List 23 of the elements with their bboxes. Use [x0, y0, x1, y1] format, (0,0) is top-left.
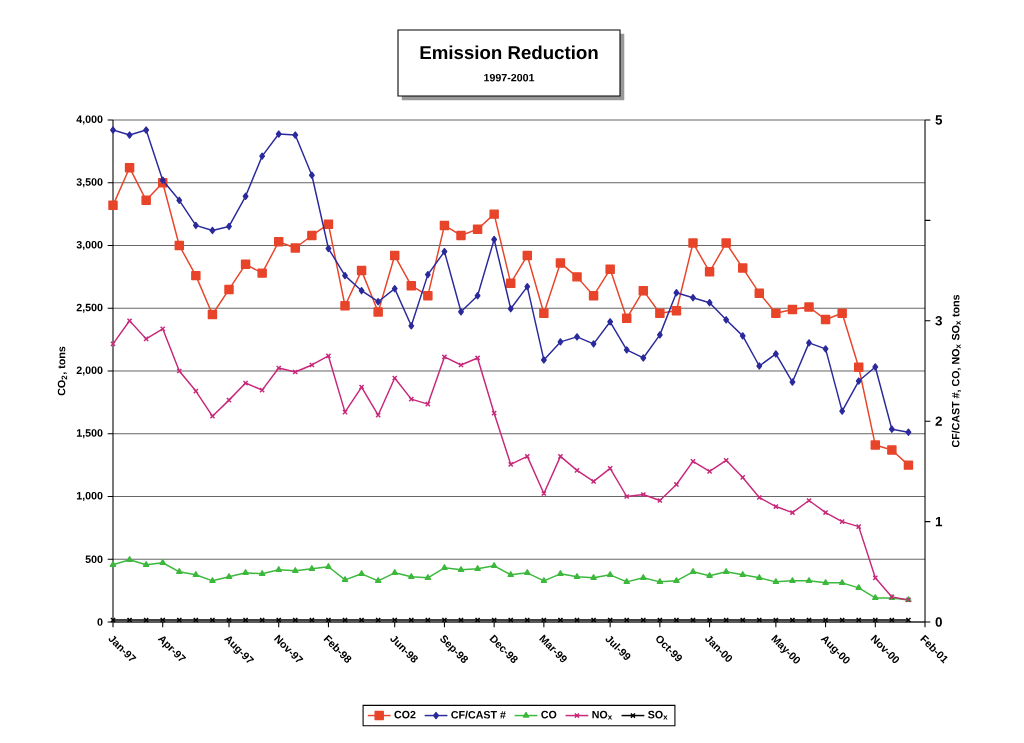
y-tick-label: 2,500 — [76, 303, 103, 313]
y-tick-label: 1,000 — [76, 491, 103, 502]
chart-title: Emission Reduction — [420, 45, 598, 60]
y2-tick-label: 1 — [935, 517, 943, 527]
legend-label: CO — [541, 710, 557, 719]
y2-tick-label: 0 — [935, 617, 942, 627]
y-tick-label: 500 — [85, 555, 103, 564]
legend-label: NO$_{x}$ — [592, 710, 613, 720]
y2-tick-label: 5 — [935, 115, 943, 125]
y-tick-label: 3,000 — [76, 240, 103, 251]
y-axis-title: CO$_{2}$, tons — [57, 346, 68, 396]
chart-subtitle: 1997-2001 — [484, 73, 535, 82]
y-tick-label: 4,000 — [76, 115, 103, 125]
legend-label: CF/CAST # — [451, 710, 506, 719]
y-tick-label: 0 — [97, 618, 103, 626]
y-tick-label: 1,500 — [76, 429, 103, 439]
legend-label: SO$_{x}$ — [648, 710, 668, 720]
y2-axis-title: CF/CAST #, CO, NO$_{x}$ SO$_{x}$ tons — [951, 294, 962, 448]
legend-label: CO2 — [394, 710, 416, 719]
y2-tick-label: 3 — [935, 316, 942, 326]
y2-tick-label: 2 — [935, 416, 942, 426]
y-tick-label: 3,500 — [76, 178, 103, 188]
y-tick-label: 2,000 — [76, 366, 103, 376]
